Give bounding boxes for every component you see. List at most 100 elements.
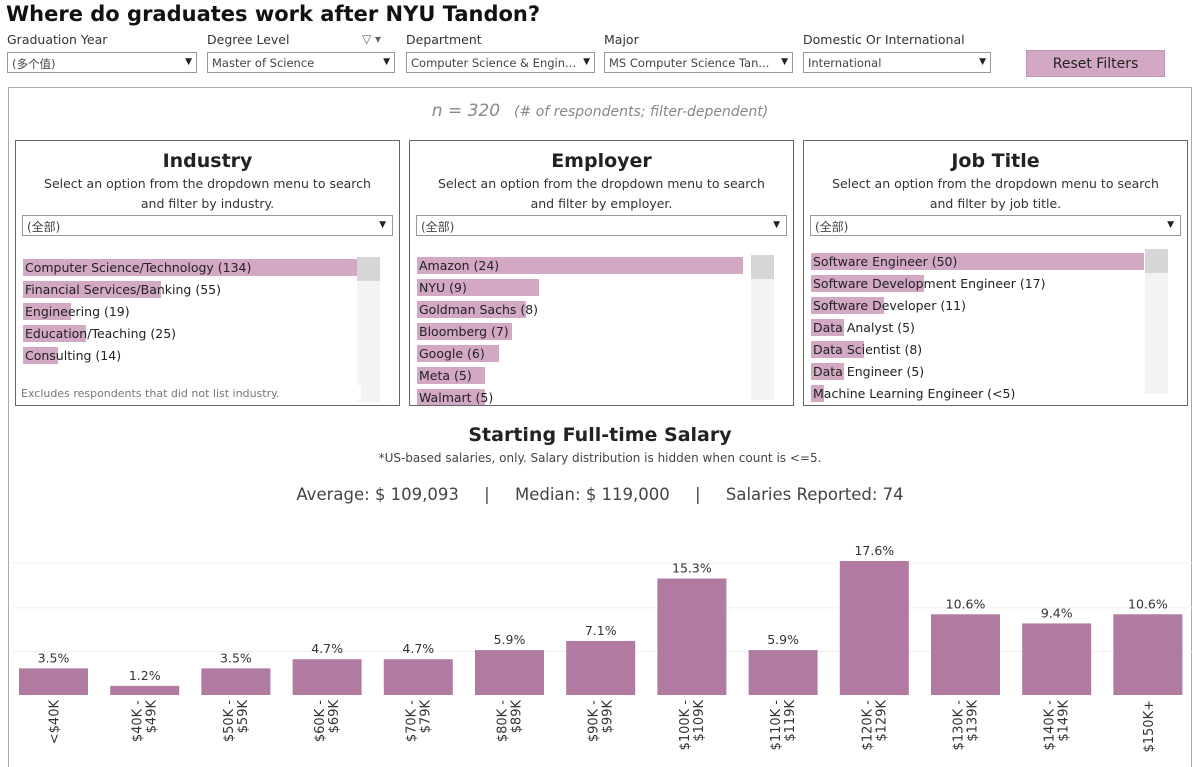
filter-label: Department bbox=[406, 32, 482, 47]
svg-text:$69K: $69K bbox=[327, 700, 342, 734]
list-item[interactable]: Machine Learning Engineer (<5) bbox=[810, 383, 1160, 405]
salary-bar[interactable] bbox=[19, 668, 88, 695]
filter-value: Computer Science & Engin... bbox=[411, 56, 576, 70]
scrollbar[interactable] bbox=[751, 255, 774, 400]
industry-dropdown[interactable]: (全部) ▼ bbox=[22, 215, 393, 236]
salary-bar[interactable] bbox=[839, 561, 909, 695]
salary-bar[interactable] bbox=[201, 668, 271, 695]
list-item[interactable]: Engineering (19) bbox=[22, 301, 372, 323]
reset-filters-button[interactable]: Reset Filters bbox=[1026, 50, 1165, 77]
dashboard-frame bbox=[8, 87, 1192, 767]
bar-value-label: 3.5% bbox=[38, 650, 70, 665]
svg-text:$139K: $139K bbox=[966, 700, 981, 742]
filter-department: Department Computer Science & Engin... ▼ bbox=[406, 32, 595, 73]
list-item[interactable]: Software Development Engineer (17) bbox=[810, 273, 1160, 295]
list-item[interactable]: Education/Teaching (25) bbox=[22, 323, 372, 345]
salary-bar[interactable] bbox=[1022, 623, 1092, 695]
jobtitle-panel: Job Title Select an option from the drop… bbox=[803, 140, 1188, 406]
svg-text:$130K -: $130K - bbox=[952, 700, 967, 751]
jobtitle-dropdown[interactable]: (全部) ▼ bbox=[810, 215, 1181, 236]
employer-dropdown[interactable]: (全部) ▼ bbox=[416, 215, 787, 236]
median-label: Median: bbox=[514, 485, 581, 504]
list-item[interactable]: Data Engineer (5) bbox=[810, 361, 1160, 383]
domestic-international-select[interactable]: International ▼ bbox=[803, 52, 991, 73]
count-bar bbox=[417, 257, 743, 274]
list-item[interactable]: NYU (9) bbox=[416, 277, 766, 299]
employer-panel: Employer Select an option from the dropd… bbox=[409, 140, 794, 406]
average-label: Average: bbox=[296, 485, 370, 504]
scrollbar-thumb[interactable] bbox=[1145, 249, 1168, 273]
dropdown-arrow-icon: ▼ bbox=[185, 57, 192, 67]
svg-text:$129K: $129K bbox=[874, 700, 889, 742]
category-tick-label: $120K - $129K bbox=[860, 700, 889, 751]
filter-label: Domestic Or International bbox=[803, 32, 965, 47]
count-bar bbox=[417, 279, 540, 296]
salary-bar[interactable] bbox=[110, 685, 180, 695]
list-item[interactable]: Software Developer (11) bbox=[810, 295, 1160, 317]
department-select[interactable]: Computer Science & Engin... ▼ bbox=[406, 52, 595, 73]
list-item[interactable]: Software Engineer (50) bbox=[810, 251, 1160, 273]
major-select[interactable]: MS Computer Science Tan... ▼ bbox=[604, 52, 793, 73]
svg-text:$119K: $119K bbox=[783, 700, 798, 742]
svg-text:$150K+: $150K+ bbox=[1142, 700, 1157, 753]
filter-label: Major bbox=[604, 32, 639, 47]
scrollbar-thumb[interactable] bbox=[357, 257, 380, 281]
degree-level-select[interactable]: Master of Science ▼ bbox=[207, 52, 395, 73]
stats-separator: | bbox=[484, 485, 490, 504]
list-item-label: Machine Learning Engineer (<5) bbox=[813, 386, 1016, 401]
panel-title: Job Title bbox=[951, 150, 1040, 172]
list-item[interactable]: Google (6) bbox=[416, 343, 766, 365]
filter-degree-level: Degree Level Master of Science ▼ bbox=[207, 32, 395, 73]
panel-title: Employer bbox=[551, 150, 652, 172]
bar-value-label: 3.5% bbox=[220, 650, 252, 665]
industry-list: Computer Science/Technology (134) Financi… bbox=[22, 257, 372, 367]
category-tick-label: $150K+ bbox=[1142, 700, 1157, 753]
svg-text:$110K -: $110K - bbox=[769, 700, 784, 751]
list-item[interactable]: Walmart (5) bbox=[416, 387, 766, 405]
scrollbar-thumb[interactable] bbox=[751, 255, 774, 279]
list-item[interactable]: Goldman Sachs (8) bbox=[416, 299, 766, 321]
svg-text:$59K: $59K bbox=[236, 700, 251, 734]
respondent-count: n = 320 (# of respondents; filter-depende… bbox=[0, 101, 1200, 121]
salary-bar[interactable] bbox=[1113, 614, 1183, 695]
list-item[interactable]: Amazon (24) bbox=[416, 255, 766, 277]
salary-bar[interactable] bbox=[748, 650, 818, 695]
dropdown-arrow-icon: ▼ bbox=[583, 57, 590, 67]
list-item[interactable]: Financial Services/Banking (55) bbox=[22, 279, 372, 301]
graduation-year-select[interactable]: (多个值) ▼ bbox=[7, 52, 197, 73]
salary-bar[interactable] bbox=[566, 640, 636, 695]
salary-bar[interactable] bbox=[931, 614, 1000, 695]
list-item-label: Financial Services/Banking (55) bbox=[25, 282, 221, 297]
count-bar bbox=[811, 297, 885, 314]
scrollbar[interactable] bbox=[1145, 249, 1168, 394]
bar-value-label: 4.7% bbox=[402, 641, 434, 656]
salary-bar[interactable] bbox=[383, 659, 453, 695]
list-item[interactable]: Meta (5) bbox=[416, 365, 766, 387]
list-item[interactable]: Consulting (14) bbox=[22, 345, 372, 367]
filter-label: Graduation Year bbox=[7, 32, 108, 47]
salary-bar-chart: 3.5% <$40K 1.2% $40K - $49K 3.5% $50K - $59K 4.7… bbox=[12, 543, 1192, 753]
salary-bar[interactable] bbox=[292, 659, 362, 695]
dropdown-arrow-icon: ▼ bbox=[781, 57, 788, 67]
list-item[interactable]: Computer Science/Technology (134) bbox=[22, 257, 372, 279]
list-item-label: Software Development Engineer (17) bbox=[813, 276, 1046, 291]
filter-value: MS Computer Science Tan... bbox=[609, 56, 770, 70]
respondent-n: n = 320 bbox=[431, 101, 501, 121]
category-tick-label: $50K - $59K bbox=[222, 700, 251, 743]
list-item[interactable]: Data Analyst (5) bbox=[810, 317, 1160, 339]
category-tick-label: $100K - $109K bbox=[678, 700, 707, 751]
category-tick-label: $110K - $119K bbox=[769, 700, 798, 751]
list-item[interactable]: Bloomberg (7) bbox=[416, 321, 766, 343]
category-tick-label: $70K - $79K bbox=[404, 700, 433, 743]
bar-value-label: 5.9% bbox=[494, 632, 526, 647]
salary-bar[interactable] bbox=[657, 578, 727, 695]
category-tick-label: $80K - $89K bbox=[496, 700, 525, 743]
salary-bar[interactable] bbox=[475, 650, 544, 695]
count-bar bbox=[23, 259, 359, 276]
filter-funnel-icon[interactable]: ▽ ▾ bbox=[362, 32, 382, 46]
count-bar bbox=[811, 253, 1144, 270]
scrollbar[interactable] bbox=[357, 257, 380, 402]
count-bar bbox=[417, 323, 513, 340]
list-item[interactable]: Data Scientist (8) bbox=[810, 339, 1160, 361]
count-bar bbox=[811, 341, 865, 358]
